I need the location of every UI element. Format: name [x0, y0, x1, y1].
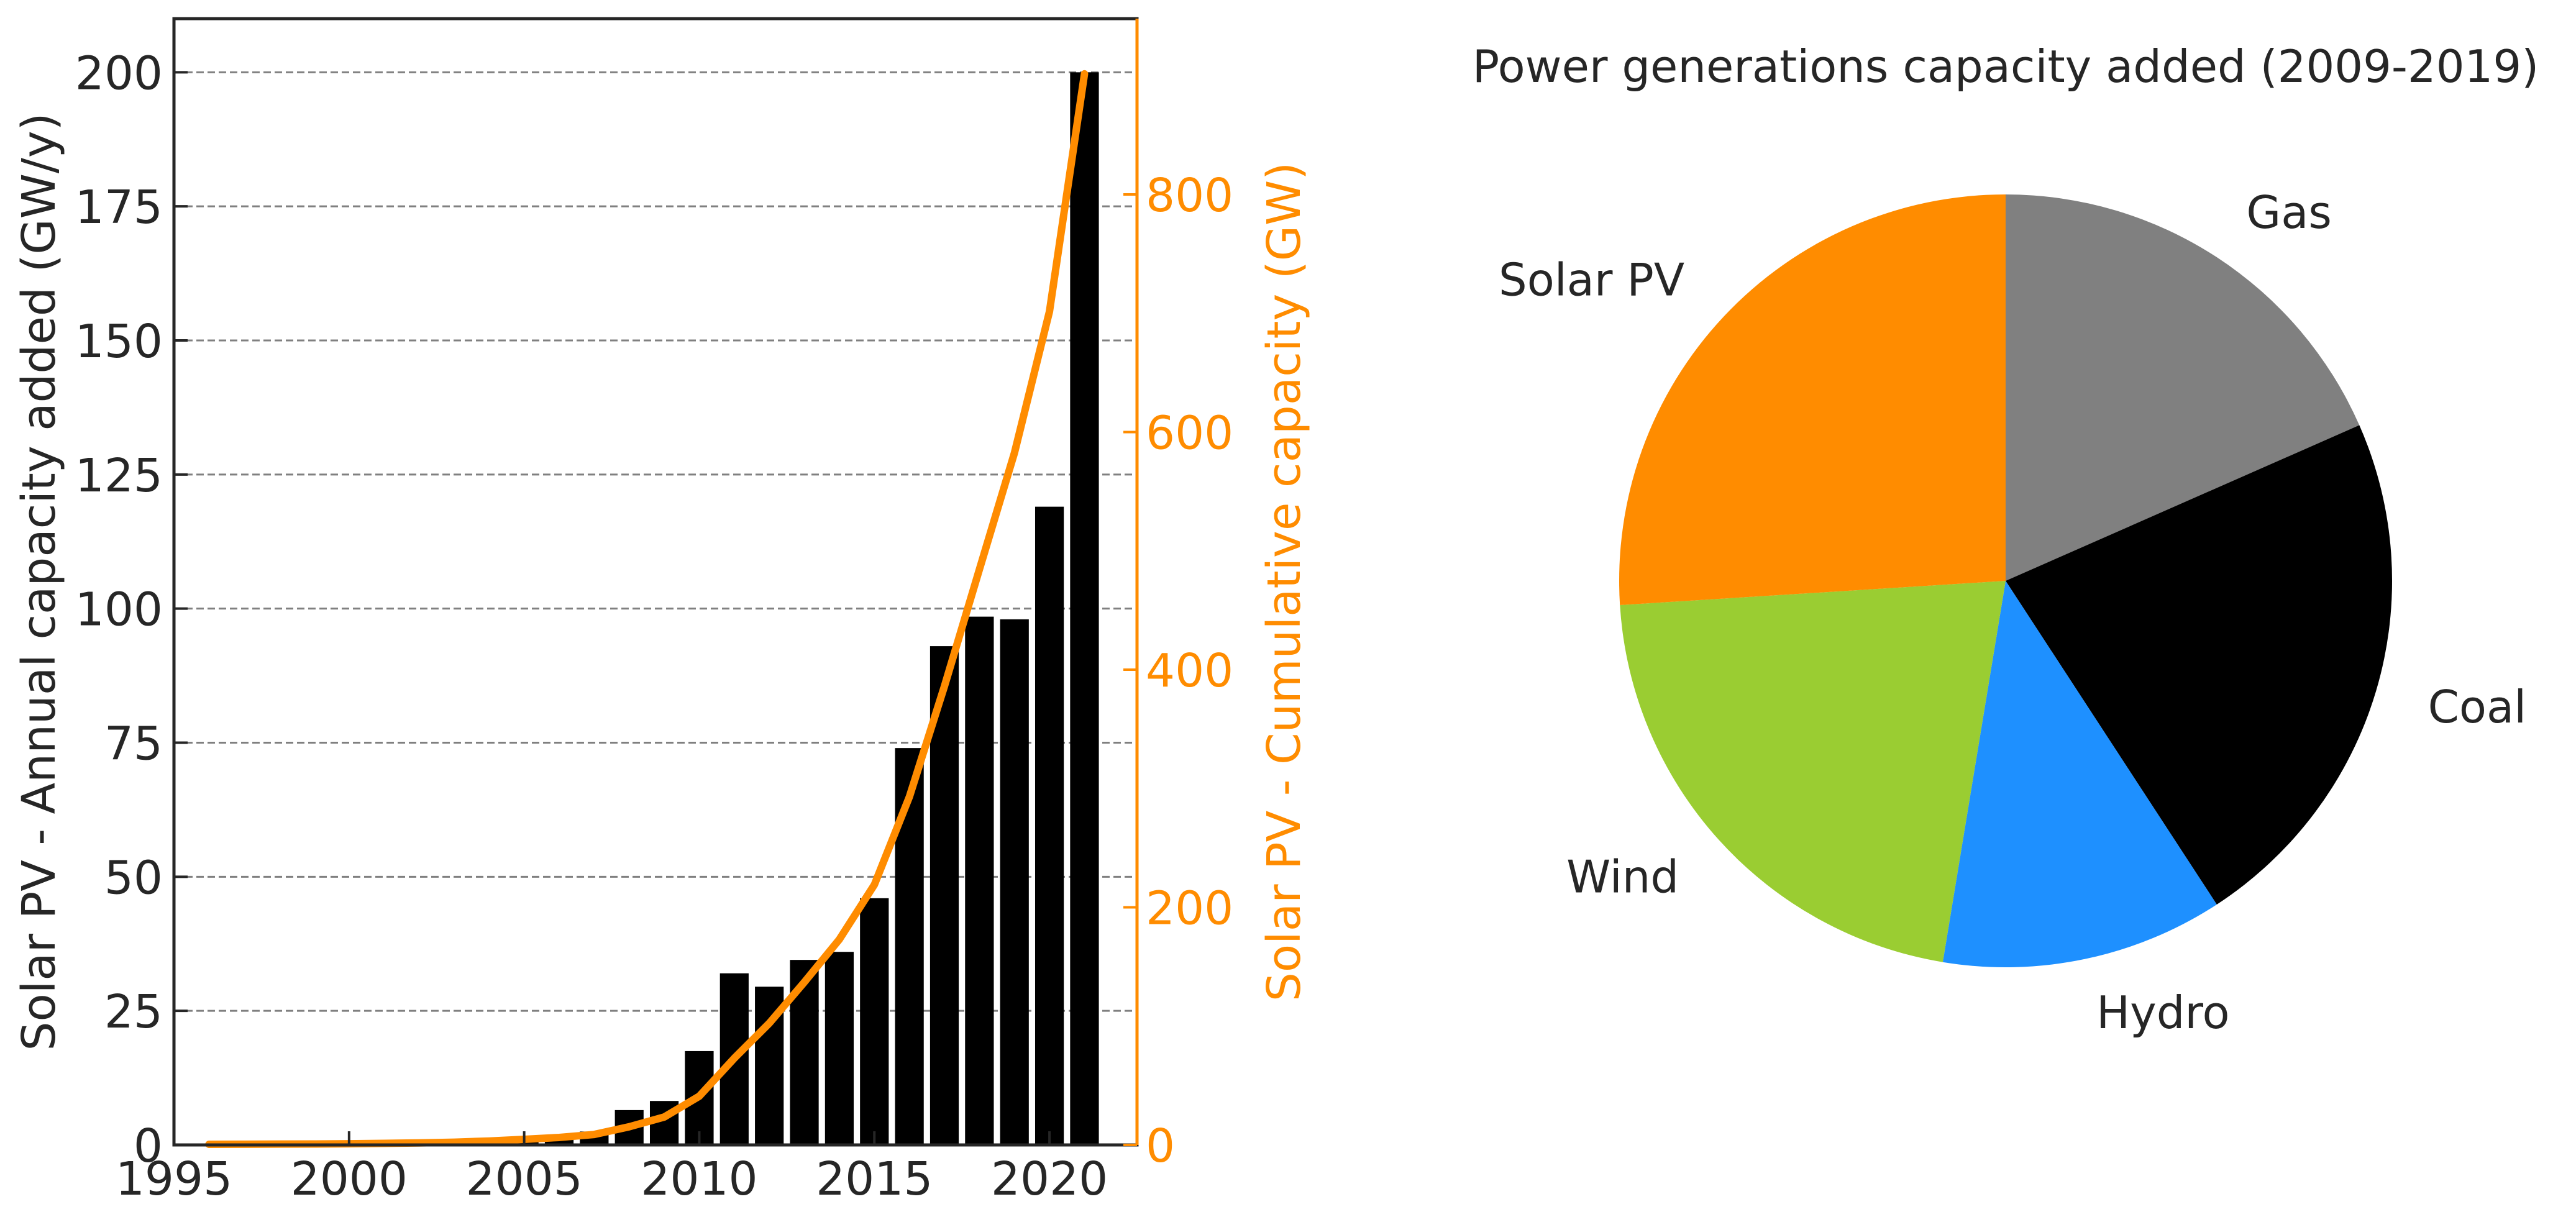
- left-y-tick-label: 50: [104, 851, 163, 905]
- pie-slice-label: Wind: [1566, 851, 1679, 903]
- pie-slice-label: Solar PV: [1499, 254, 1684, 306]
- pie-slice: [1620, 581, 2006, 962]
- pie-slice: [1942, 581, 2217, 967]
- bar-line-chart: 0 25 50 75 100 125 150 175 200 0 200 400 600 800 199…: [12, 17, 1311, 1206]
- left-y-tick-label: 0: [134, 1119, 163, 1173]
- right-y-tick-label: 400: [1146, 644, 1233, 698]
- pie-slices: [1619, 194, 2393, 967]
- left-y-axis-ticks: 0 25 50 75 100 125 150 175 200: [75, 47, 188, 1173]
- right-y-tick-label: 0: [1146, 1119, 1175, 1173]
- bar: [860, 898, 889, 1145]
- pie-slice-label: Coal: [2428, 681, 2526, 733]
- left-y-tick-label: 25: [104, 985, 163, 1039]
- left-y-tick-label: 75: [104, 718, 163, 771]
- left-y-tick-label: 175: [75, 181, 163, 234]
- x-tick-label: 2015: [816, 1152, 933, 1206]
- right-y-tick-label: 600: [1146, 407, 1233, 460]
- left-y-tick-label: 100: [75, 583, 163, 637]
- bar: [1000, 619, 1029, 1145]
- right-y-axis-ticks: 0 200 400 600 800: [1123, 169, 1233, 1173]
- left-y-tick-label: 125: [75, 449, 163, 503]
- x-tick-label: 2000: [291, 1152, 408, 1206]
- pie-slice: [2006, 425, 2393, 905]
- right-y-tick-label: 200: [1146, 882, 1233, 936]
- pie-slice: [2006, 194, 2360, 581]
- right-y-axis-label: Solar PV - Cumulative capacity (GW): [1258, 162, 1311, 1001]
- x-tick-label: 2020: [991, 1152, 1108, 1206]
- bar: [824, 952, 854, 1145]
- bar: [1035, 506, 1064, 1146]
- x-tick-label: 1995: [116, 1152, 232, 1206]
- bar: [895, 748, 924, 1145]
- pie-chart-title: Power generations capacity added (2009-2…: [1473, 40, 2539, 93]
- x-tick-label: 2010: [641, 1152, 757, 1206]
- pie-chart: Power generations capacity added (2009-2…: [1473, 40, 2539, 1039]
- bar: [929, 646, 959, 1145]
- pie-slice-label: Hydro: [2096, 987, 2230, 1039]
- pie-slice-label: Gas: [2246, 186, 2331, 239]
- left-y-tick-label: 150: [75, 315, 163, 368]
- x-tick-label: 2005: [465, 1152, 582, 1206]
- pie-slice: [1619, 194, 2006, 606]
- bar: [965, 616, 994, 1145]
- bar: [1070, 72, 1099, 1145]
- x-axis-ticks: 1995 2000 2005 2010 2015 2020: [116, 1131, 1108, 1206]
- left-y-axis-label: Solar PV - Annual capacity added (GW/y): [12, 112, 66, 1051]
- left-y-tick-label: 200: [75, 47, 163, 100]
- right-y-tick-label: 800: [1146, 169, 1233, 222]
- horizontal-gridlines: [174, 71, 1137, 1012]
- pie-labels: Gas Coal Hydro Wind Solar PV: [1499, 186, 2526, 1039]
